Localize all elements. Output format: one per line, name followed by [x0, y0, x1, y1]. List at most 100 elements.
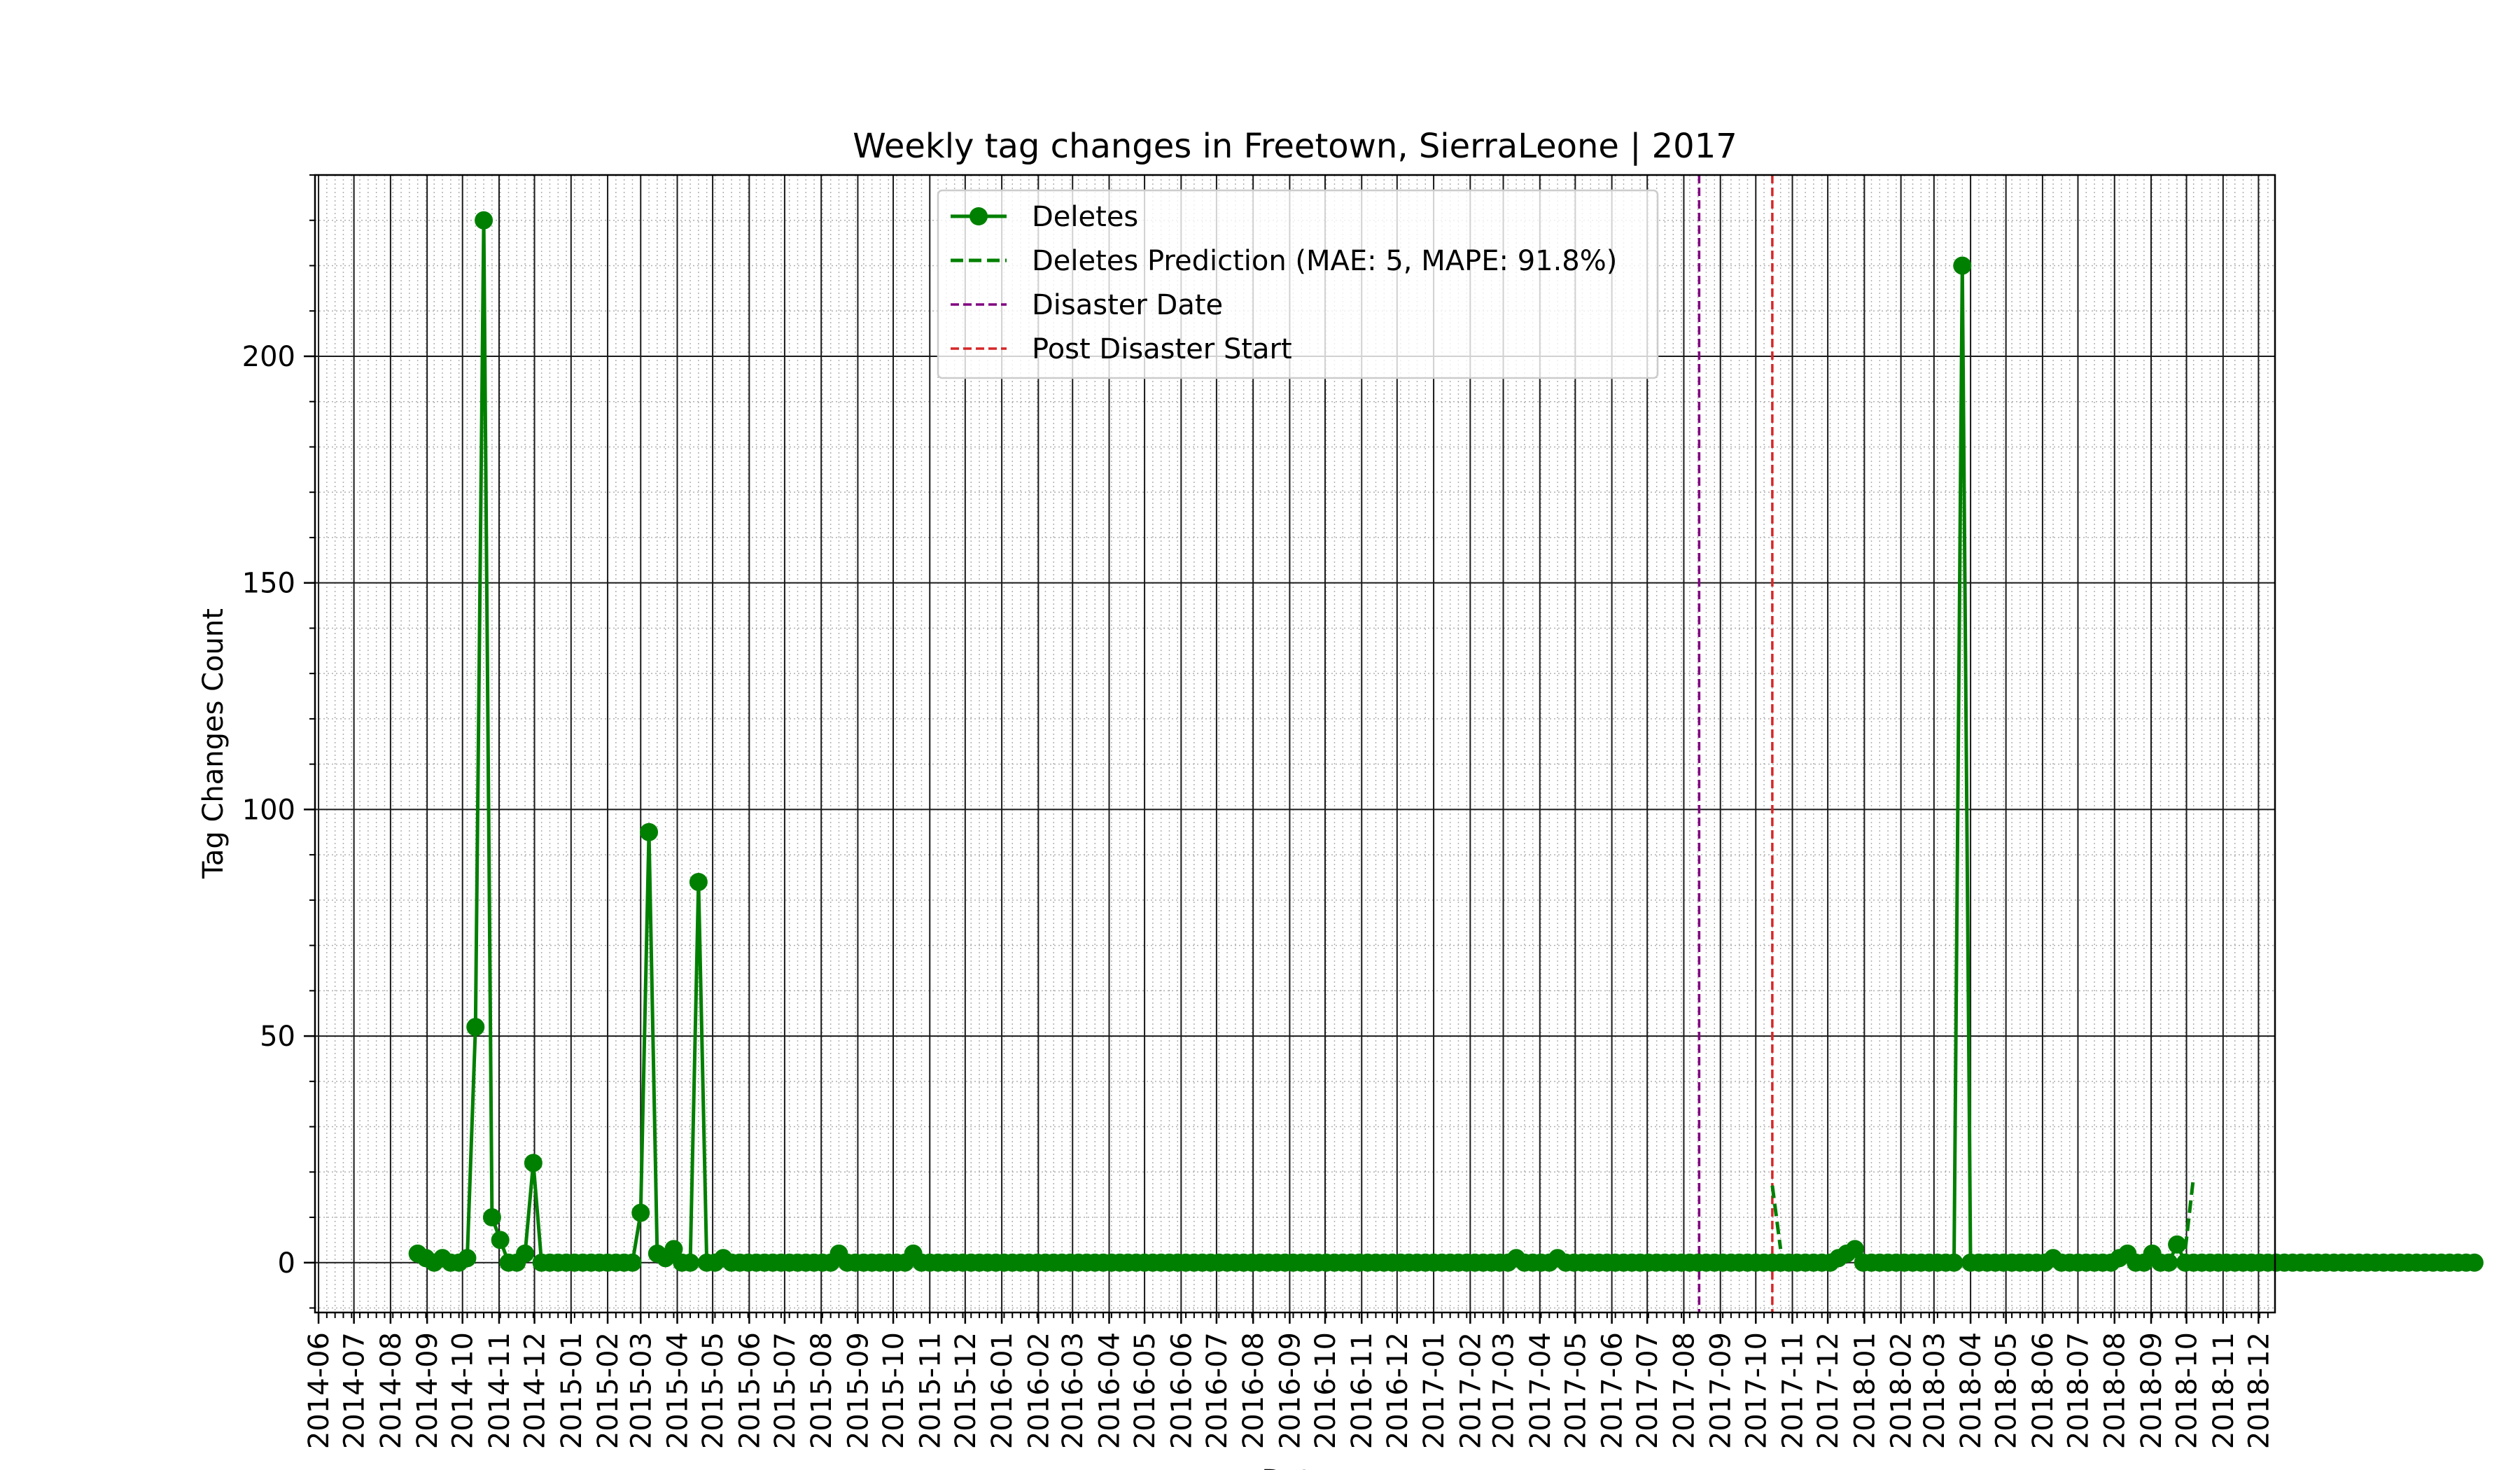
x-tick-label: 2017-03 [1488, 1332, 1520, 1449]
reference-lines [1698, 175, 1774, 1312]
x-tick-label: 2018-05 [1991, 1332, 2023, 1449]
deletes-data-point [466, 1018, 485, 1037]
legend-item-prediction: Deletes Prediction (MAE: 5, MAPE: 91.8%) [951, 245, 1617, 277]
y-axis: 0 50 100 150 200 [242, 174, 315, 1309]
x-tick-label: 2016-06 [1166, 1332, 1198, 1449]
x-tick-label: 2015-03 [625, 1332, 657, 1449]
y-tick-label: 200 [242, 341, 295, 373]
x-tick-label: 2017-09 [1705, 1332, 1737, 1449]
x-tick-label: 2018-01 [1849, 1332, 1881, 1449]
legend-box [937, 189, 1659, 379]
x-tick-label: 2015-12 [950, 1332, 982, 1449]
x-tick-label: 2018-09 [2136, 1332, 2168, 1449]
x-tick-label: 2016-02 [1023, 1332, 1055, 1449]
legend-deletes-marker [969, 207, 988, 225]
x-tick-label: 2017-12 [1812, 1332, 1844, 1449]
legend-item-deletes: Deletes [951, 201, 1138, 233]
x-tick-label: 2014-08 [375, 1332, 407, 1449]
x-tick-label: 2014-11 [484, 1332, 516, 1449]
deletes-data-point [516, 1244, 535, 1263]
deletes-data-point [1945, 1253, 1963, 1272]
x-axis: 2014-06 2014-07 2014-08 2014-09 2014-10 2014-… [303, 1312, 2275, 1449]
deletes-data-point [681, 1253, 700, 1272]
deletes-data-point [1953, 256, 1972, 275]
x-tick-label: 2015-09 [842, 1332, 874, 1449]
legend-prediction-label: Deletes Prediction (MAE: 5, MAPE: 91.8%) [1032, 245, 1617, 277]
x-tick-label: 2017-11 [1777, 1332, 1809, 1449]
deletes-data-point [664, 1240, 683, 1259]
x-tick-label: 2015-02 [592, 1332, 624, 1449]
legend-post-disaster-label: Post Disaster Start [1032, 333, 1292, 365]
deletes-data-point [524, 1154, 542, 1172]
prediction-series-line [1770, 1185, 1783, 1250]
deletes-data-point [631, 1203, 650, 1222]
prediction-series-line [2183, 1176, 2196, 1250]
deletes-data-point [623, 1253, 642, 1272]
x-tick-label: 2018-03 [1919, 1332, 1951, 1449]
x-tick-label: 2014-07 [339, 1332, 371, 1449]
x-axis-label: Date [1261, 1464, 1329, 1470]
x-tick-label: 2016-08 [1238, 1332, 1270, 1449]
x-tick-label: 2015-11 [914, 1332, 946, 1449]
legend-item-post-disaster: Post Disaster Start [951, 333, 1292, 365]
series-layer [408, 211, 2484, 1272]
x-tick-label: 2018-06 [2027, 1332, 2059, 1449]
x-tick-label: 2016-03 [1057, 1332, 1089, 1449]
deletes-data-point [689, 872, 708, 891]
x-tick-label: 2018-02 [1886, 1332, 1918, 1449]
y-tick-label: 50 [260, 1021, 295, 1053]
deletes-data-point [1845, 1240, 1864, 1259]
x-tick-label: 2016-07 [1201, 1332, 1233, 1449]
x-tick-label: 2016-01 [986, 1332, 1018, 1449]
legend-deletes-label: Deletes [1032, 201, 1138, 233]
chart-title: Weekly tag changes in Freetown, SierraLe… [853, 127, 1737, 166]
x-tick-label: 2017-05 [1560, 1332, 1592, 1449]
x-tick-label: 2017-07 [1632, 1332, 1664, 1449]
x-tick-label: 2017-02 [1455, 1332, 1487, 1449]
x-tick-label: 2018-08 [2099, 1332, 2132, 1449]
x-tick-label: 2017-08 [1668, 1332, 1700, 1449]
x-tick-label: 2018-04 [1955, 1332, 1987, 1449]
x-tick-label: 2014-09 [412, 1332, 444, 1449]
x-tick-label: 2015-01 [556, 1332, 588, 1449]
deletes-data-point [482, 1208, 501, 1227]
legend-disaster-date-label: Disaster Date [1032, 289, 1223, 321]
x-tick-label: 2018-10 [2171, 1332, 2204, 1449]
x-tick-label: 2016-10 [1310, 1332, 1342, 1449]
x-tick-label: 2017-01 [1418, 1332, 1450, 1449]
deletes-data-point [475, 211, 493, 230]
deletes-data-point [2168, 1235, 2187, 1254]
x-tick-label: 2015-05 [697, 1332, 729, 1449]
x-tick-label: 2014-10 [447, 1332, 479, 1449]
y-tick-label: 150 [242, 568, 295, 600]
x-tick-label: 2014-06 [303, 1332, 335, 1449]
legend: Deletes Deletes Prediction (MAE: 5, MAPE… [937, 189, 1659, 379]
y-tick-label: 0 [278, 1247, 295, 1280]
x-tick-label: 2015-08 [806, 1332, 838, 1449]
x-tick-label: 2017-10 [1740, 1332, 1772, 1449]
deletes-data-point [491, 1231, 510, 1250]
y-tick-label: 100 [242, 794, 295, 826]
y-axis-label: Tag Changes Count [197, 608, 230, 879]
x-tick-label: 2015-10 [878, 1332, 910, 1449]
x-tick-label: 2015-04 [662, 1332, 694, 1449]
x-tick-label: 2017-06 [1597, 1332, 1629, 1449]
x-tick-label: 2018-07 [2062, 1332, 2094, 1449]
legend-item-disaster-date: Disaster Date [951, 289, 1223, 321]
x-tick-label: 2018-11 [2208, 1332, 2240, 1449]
deletes-data-point [2465, 1253, 2484, 1272]
x-tick-label: 2015-07 [769, 1332, 802, 1449]
x-tick-label: 2017-04 [1525, 1332, 1557, 1449]
x-tick-label: 2014-12 [519, 1332, 552, 1449]
x-tick-label: 2018-12 [2243, 1332, 2275, 1449]
x-tick-label: 2016-11 [1346, 1332, 1378, 1449]
x-tick-label: 2016-09 [1274, 1332, 1306, 1449]
x-tick-label: 2016-05 [1129, 1332, 1161, 1449]
deletes-data-point [2160, 1253, 2178, 1272]
plot-frame [314, 174, 2276, 1314]
x-tick-label: 2016-12 [1382, 1332, 1414, 1449]
deletes-data-point [458, 1249, 477, 1268]
x-tick-label: 2016-04 [1093, 1332, 1126, 1449]
deletes-data-point [640, 822, 659, 841]
